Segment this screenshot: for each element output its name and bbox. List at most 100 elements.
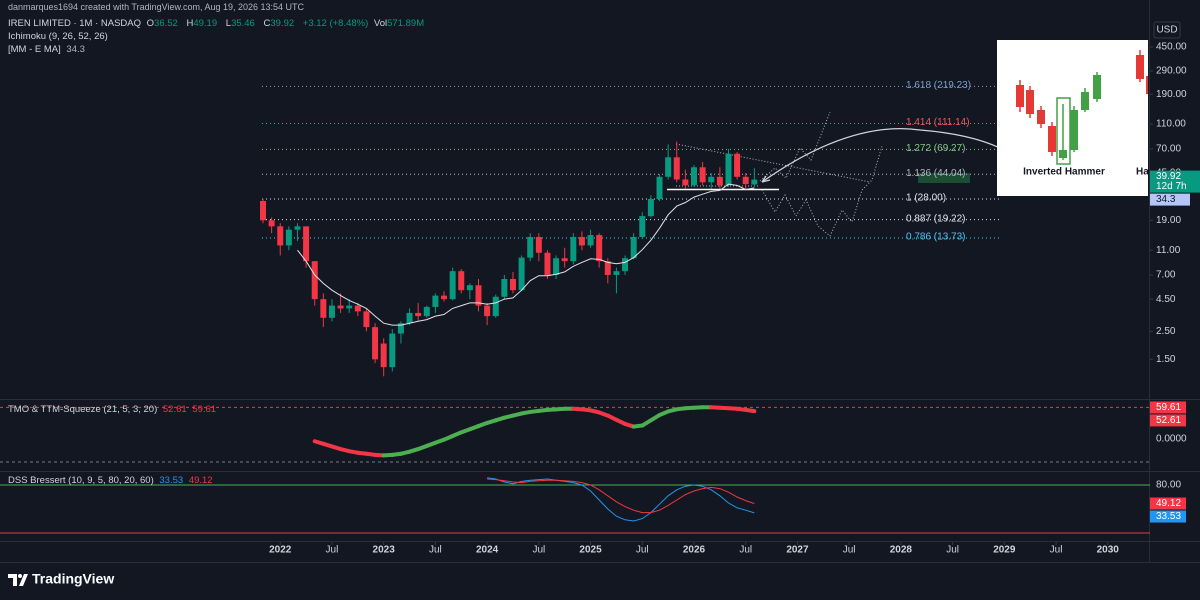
candle-body bbox=[716, 176, 723, 186]
tmo-segment bbox=[743, 407, 757, 414]
value-box bbox=[1150, 510, 1186, 523]
high-value: 49.19 bbox=[193, 18, 218, 29]
candle-body bbox=[656, 176, 663, 200]
candle-body bbox=[380, 343, 387, 368]
candle bbox=[570, 233, 577, 265]
inset-caption: Ham bbox=[1136, 167, 1158, 178]
candle-body bbox=[294, 226, 301, 230]
candle-body bbox=[509, 279, 516, 291]
ohlc: H49.19 bbox=[186, 18, 220, 29]
candle-body bbox=[561, 258, 568, 262]
candle bbox=[466, 283, 473, 300]
candle-body bbox=[458, 271, 465, 291]
candle-body bbox=[501, 279, 508, 297]
dss-last: 49.12 bbox=[1156, 498, 1181, 509]
x-tick-label: Jul bbox=[946, 545, 959, 556]
tmo-legend: TMO & TTM-Squeeze (21, 5, 3, 20) 52.61 5… bbox=[8, 404, 219, 415]
candle bbox=[380, 338, 387, 377]
ema-line bbox=[297, 183, 755, 326]
candle-body bbox=[725, 153, 732, 186]
y-tick-label: 290.00 bbox=[1156, 66, 1187, 77]
candle-body bbox=[604, 261, 611, 275]
candle-body bbox=[311, 261, 318, 300]
candle bbox=[415, 302, 422, 322]
candle-body bbox=[285, 229, 292, 246]
ema-name: [MM - E MA] bbox=[8, 44, 61, 55]
candle bbox=[561, 247, 568, 268]
candle bbox=[622, 255, 629, 275]
symbol-legend: IREN LIMITED · 1M · NASDAQ O36.52 H49.19… bbox=[8, 18, 430, 29]
y-tick-label: 7.00 bbox=[1156, 270, 1176, 281]
ema-value: 34.3 bbox=[66, 44, 85, 55]
last-price: 39.92 bbox=[1156, 171, 1181, 182]
y-tick-label: 19.00 bbox=[1156, 215, 1181, 226]
x-tick-label: Jul bbox=[739, 545, 752, 556]
candle-body bbox=[587, 235, 594, 246]
candle bbox=[613, 267, 620, 294]
symbol: IREN LIMITED · 1M · NASDAQ bbox=[8, 18, 142, 29]
dss-line bbox=[487, 478, 755, 514]
candle-body bbox=[354, 305, 361, 312]
candle-body bbox=[630, 236, 637, 259]
candle-body bbox=[578, 236, 585, 246]
open-value: 36.52 bbox=[154, 18, 178, 29]
candle bbox=[354, 302, 361, 317]
candle-body bbox=[682, 179, 689, 186]
candle-body bbox=[432, 295, 439, 307]
x-tick-label: Jul bbox=[843, 545, 856, 556]
dss-line bbox=[487, 477, 755, 522]
x-tick-label: 2027 bbox=[786, 545, 809, 556]
x-tick-label: Jul bbox=[326, 545, 339, 556]
ema-legend: [MM - E MA] 34.3 bbox=[8, 44, 88, 55]
candle-body bbox=[673, 157, 680, 180]
candle-body bbox=[544, 252, 551, 275]
candle bbox=[311, 261, 318, 306]
x-tick-label: 2028 bbox=[890, 545, 913, 556]
ema-price: 34.3 bbox=[1156, 194, 1176, 205]
x-tick-label: 2025 bbox=[579, 545, 602, 556]
candle bbox=[449, 267, 456, 301]
value-box bbox=[1150, 414, 1186, 427]
y-tick-label: 11.00 bbox=[1156, 245, 1181, 256]
label: H bbox=[186, 18, 194, 29]
candle-body bbox=[734, 153, 741, 177]
tmo-last: 52.61 bbox=[1156, 415, 1181, 426]
y-tick-label: 4.50 bbox=[1156, 294, 1176, 305]
candle bbox=[725, 148, 732, 187]
candle-body bbox=[518, 257, 525, 291]
x-tick-label: 2022 bbox=[269, 545, 292, 556]
value-box bbox=[1150, 497, 1186, 510]
candle bbox=[734, 152, 741, 180]
candle bbox=[544, 250, 551, 280]
candle-body bbox=[303, 226, 310, 262]
candle-body bbox=[484, 305, 491, 317]
candle bbox=[578, 231, 585, 251]
inset-caption: Inverted Hammer bbox=[1023, 167, 1105, 178]
candle bbox=[665, 144, 672, 180]
tmo-value: 52.61 bbox=[162, 404, 187, 415]
volume: Vol571.89M bbox=[374, 18, 427, 29]
candle-body bbox=[423, 306, 430, 317]
candle-body bbox=[406, 312, 413, 324]
candle bbox=[484, 302, 491, 326]
candle-body bbox=[527, 236, 534, 258]
ohlc: L35.46 bbox=[226, 18, 258, 29]
label: O bbox=[146, 18, 155, 29]
candle-body bbox=[268, 220, 275, 227]
fib-label: 0.786 (13.73) bbox=[906, 232, 966, 243]
inset-image: Inverted Hammer Ham bbox=[997, 40, 1158, 196]
candle bbox=[553, 255, 560, 280]
candle bbox=[363, 308, 370, 332]
x-tick-label: Jul bbox=[636, 545, 649, 556]
dss-legend: DSS Bressert (10, 9, 5, 80, 20, 60) 33.5… bbox=[8, 475, 216, 486]
candle-body bbox=[372, 327, 379, 360]
low-value: 35.46 bbox=[231, 18, 255, 29]
candle bbox=[328, 299, 335, 322]
signal-value: 59.61 bbox=[1156, 402, 1181, 413]
candle-body bbox=[475, 285, 482, 306]
candle-body bbox=[337, 305, 344, 309]
candle bbox=[716, 167, 723, 189]
candle-body bbox=[665, 157, 672, 177]
x-tick-label: 2026 bbox=[683, 545, 706, 556]
